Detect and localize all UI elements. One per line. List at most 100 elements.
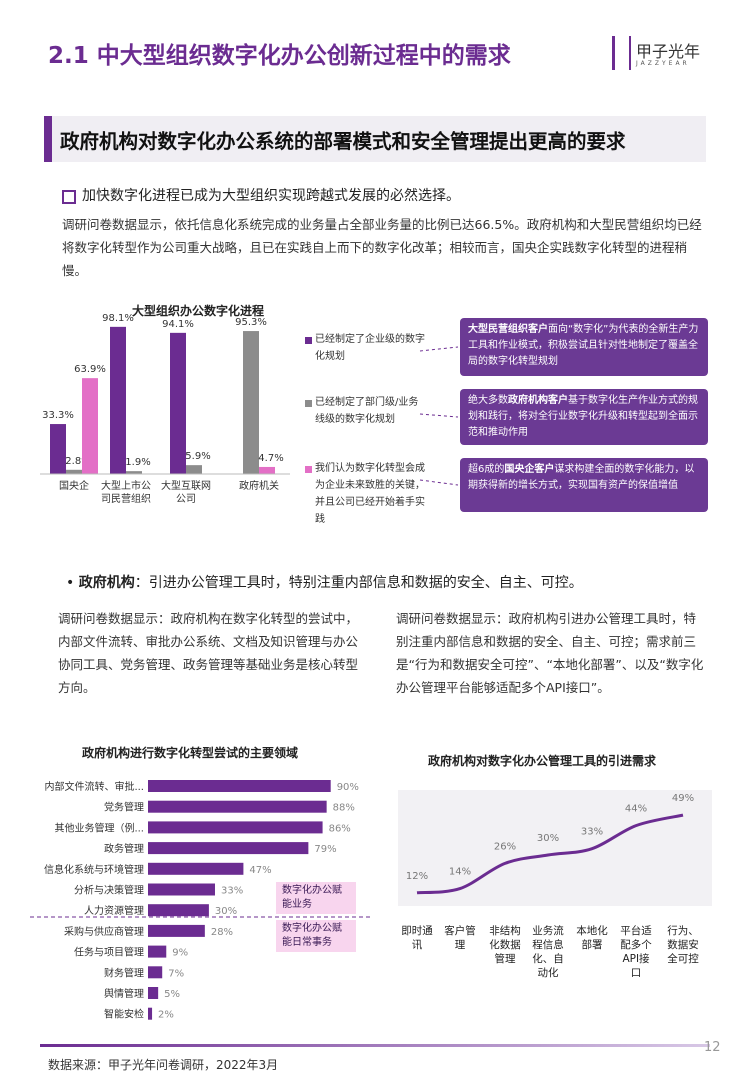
- y-tick-label: 内部文件流转、审批...: [44, 780, 144, 793]
- chart-title: 政府机构对数字化办公管理工具的引进需求: [428, 753, 657, 768]
- value-label: 7%: [168, 968, 184, 979]
- bar: [148, 987, 159, 999]
- callout-after: 面向“数字化”为代表的全新生产力工具和作业模式，积极尝试且针对性地制定了覆盖全局…: [468, 324, 699, 367]
- callout-before: 绝大多数: [468, 395, 508, 406]
- bar: [66, 469, 82, 474]
- value-label: 33.3%: [42, 410, 74, 421]
- connector: [419, 479, 459, 486]
- annotation: 数字化办公赋能业务: [276, 882, 356, 914]
- value-label: 5.9%: [185, 451, 210, 462]
- chart-title: 政府机构进行数字化转型尝试的主要领域: [82, 745, 298, 760]
- legend-label: 我们认为数字化转型会成为企业未来致胜的关键，并且公司已经开始着手实践: [315, 463, 425, 525]
- callout-before: 超6成的: [468, 464, 505, 475]
- page-title: 2.1 中大型组织数字化办公创新过程中的需求: [48, 43, 511, 69]
- y-tick-label: 信息化系统与环境管理: [44, 863, 144, 876]
- x-tick-label: 政府机关: [239, 481, 279, 492]
- legend-swatch: [305, 466, 312, 473]
- logo-sub: JAZZYEAR: [636, 60, 690, 67]
- callout: 超6成的国央企客户谋求构建全面的数字化能力，以期获得新的增长方式，实现国有资产的…: [460, 458, 708, 512]
- x-tick-label: 大型上市公司民营组织: [101, 481, 151, 505]
- value-label: 47%: [249, 865, 271, 876]
- legend-label: 已经制定了部门级/业务线级的数字化规划: [315, 397, 419, 425]
- x-tick-label: 即时通讯: [401, 925, 433, 951]
- callout-bold: 大型民营组织客户: [468, 324, 548, 335]
- bar: [148, 842, 309, 855]
- x-tick-label: 行为、数据安全可控: [667, 925, 699, 965]
- callout-after: 基于数字化生产作业方式的规划和践行，将对全行业数字化升级和转型起到全面示范和推动…: [468, 395, 698, 438]
- x-tick-label: 大型互联网公司: [161, 481, 211, 505]
- value-label: 95.3%: [235, 317, 267, 328]
- value-label: 63.9%: [74, 364, 106, 375]
- value-label: 49%: [672, 793, 694, 804]
- legend-swatch: [305, 337, 312, 344]
- value-label: 33%: [221, 886, 243, 897]
- heading-box: [62, 190, 76, 204]
- bar: [148, 883, 215, 896]
- value-label: 12%: [406, 871, 428, 882]
- footer-rule: [40, 1044, 710, 1047]
- x-tick-label: 客户管理: [444, 925, 476, 951]
- bar: [148, 780, 331, 792]
- value-label: 5%: [164, 989, 180, 1000]
- value-label: 88%: [333, 803, 355, 814]
- bar: [110, 326, 126, 474]
- bar: [170, 332, 186, 474]
- section-heading: 加快数字化进程已成为大型组织实现跨越式发展的必然选择。: [82, 188, 460, 204]
- x-tick-label: 非结构化数据管理: [489, 925, 521, 965]
- y-tick-label: 其他业务管理（例...: [54, 821, 144, 834]
- y-tick-label: 分析与决策管理: [74, 884, 144, 897]
- bar: [148, 1007, 153, 1020]
- bullet: • 政府机构：引进办公管理工具时，特别注重内部信息和数据的安全、自主、可控。: [66, 575, 583, 591]
- bar: [148, 904, 209, 917]
- y-tick-label: 政务管理: [104, 842, 144, 855]
- callout-after: 谋求构建全面的数字化能力，以期获得新的增长方式，实现国有资产的保值增值: [468, 464, 695, 491]
- bar: [148, 821, 323, 834]
- value-label: 2.8%: [65, 456, 90, 467]
- plot-bg: [398, 790, 712, 906]
- left-text: 调研问卷数据显示：政府机构在数字化转型的尝试中，内部文件流转、审批办公系统、文档…: [58, 611, 359, 695]
- bullet-bold: 政府机构: [78, 575, 135, 591]
- connector: [419, 413, 459, 418]
- bar: [259, 466, 275, 474]
- legend-label: 已经制定了企业级的数字化规划: [315, 334, 425, 362]
- bar: [126, 471, 142, 474]
- bar: [148, 924, 205, 937]
- bar: [50, 424, 66, 474]
- annotation: 数字化办公赋能日常事务: [276, 920, 356, 952]
- bar: [186, 465, 202, 474]
- connector: [419, 346, 459, 352]
- logo-text: 甲子光年: [636, 42, 701, 61]
- bar: [148, 966, 163, 979]
- bar: [148, 862, 244, 875]
- value-label: 9%: [172, 948, 188, 959]
- y-tick-label: 党务管理: [104, 801, 144, 814]
- value-label: 90%: [337, 782, 359, 793]
- y-tick-label: 智能安检: [104, 1008, 144, 1021]
- y-tick-label: 任务与项目管理: [74, 946, 144, 959]
- callout: 绝大多数政府机构客户基于数字化生产作业方式的规划和践行，将对全行业数字化升级和转…: [460, 389, 708, 445]
- bar: [82, 378, 98, 474]
- y-tick-label: 舆情管理: [104, 987, 144, 1000]
- value-label: 94.1%: [162, 319, 194, 330]
- bar: [243, 331, 259, 474]
- value-label: 4.7%: [258, 453, 283, 464]
- x-tick-label: 本地化部署: [576, 925, 608, 951]
- bar: [148, 945, 167, 958]
- x-tick-label: 业务流程信息化、自动化: [532, 925, 564, 979]
- banner-bg: [44, 116, 706, 162]
- value-label: 33%: [581, 827, 603, 838]
- line: [416, 813, 684, 895]
- value-label: 14%: [449, 867, 471, 878]
- chart-title: 大型组织办公数字化进程: [132, 303, 264, 318]
- legend-swatch: [305, 400, 312, 407]
- x-tick-label: 平台适配多个API接口: [620, 925, 652, 979]
- value-label: 98.1%: [102, 313, 134, 324]
- y-tick-label: 财务管理: [104, 966, 144, 979]
- value-label: 30%: [215, 906, 237, 917]
- callout-bold: 国央企客户: [504, 464, 555, 475]
- banner-bar: [44, 116, 52, 162]
- banner-text: 政府机构对数字化办公系统的部署模式和安全管理提出更高的要求: [60, 130, 626, 153]
- callout: 大型民营组织客户面向“数字化”为代表的全新生产力工具和作业模式，积极尝试且针对性…: [460, 318, 708, 376]
